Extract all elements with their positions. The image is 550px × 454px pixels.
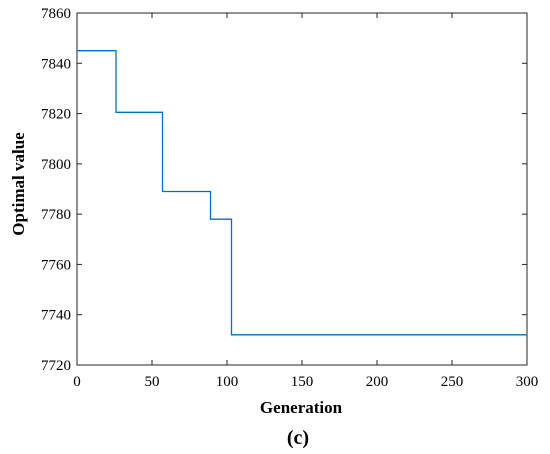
x-tick-label: 50 <box>145 374 160 390</box>
plot-area <box>76 12 528 366</box>
panel-label: (c) <box>287 427 309 449</box>
y-axis: 7720 7740 7760 7780 7800 7820 7840 7860 <box>41 6 527 374</box>
x-axis-title: Generation <box>260 398 343 417</box>
y-axis-title: Optimal value <box>9 132 28 236</box>
y-tick-label: 7800 <box>41 157 71 173</box>
x-tick-label: 100 <box>216 374 239 390</box>
y-tick-label: 7820 <box>41 107 71 123</box>
plot-frame <box>76 12 528 366</box>
series-layer <box>77 50 527 336</box>
x-tick-label: 0 <box>73 374 81 390</box>
y-tick-label: 7840 <box>41 56 71 72</box>
x-tick-label: 250 <box>441 374 464 390</box>
y-tick-label: 7720 <box>41 358 71 374</box>
x-axis: 0 50 100 150 200 250 300 <box>73 13 538 390</box>
x-tick-label: 200 <box>366 374 389 390</box>
x-tick-label: 150 <box>291 374 314 390</box>
y-tick-label: 7860 <box>41 6 71 22</box>
y-tick-label: 7760 <box>41 257 71 273</box>
series-line-0 <box>77 50 527 336</box>
y-tick-label: 7740 <box>41 308 71 324</box>
x-tick-label: 300 <box>516 374 539 390</box>
y-tick-label: 7780 <box>41 207 71 223</box>
